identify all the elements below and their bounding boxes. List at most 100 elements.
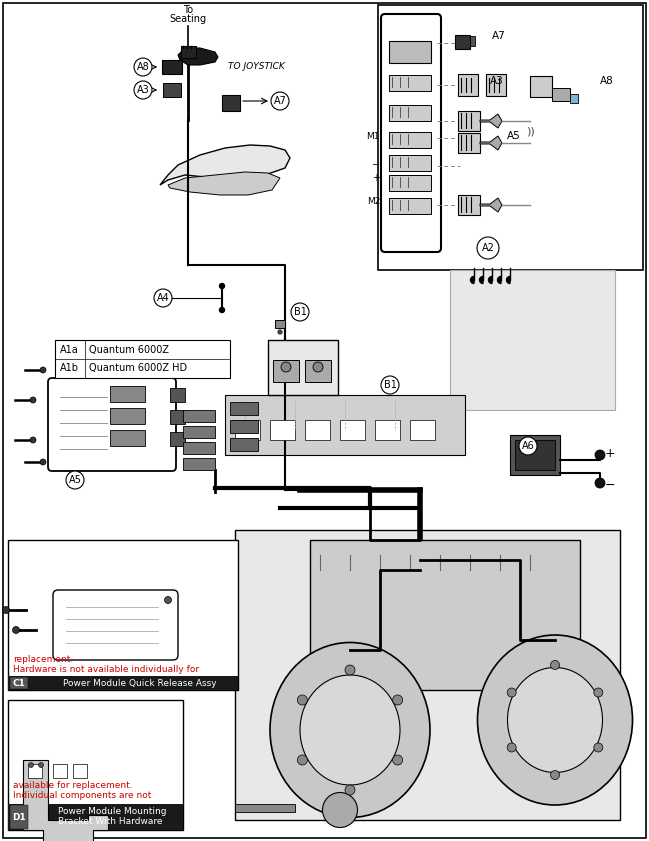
Wedge shape — [489, 277, 492, 283]
Bar — [458, 133, 480, 153]
Bar — [225, 395, 465, 455]
Bar — [73, 764, 87, 778]
Bar — [55, 340, 230, 378]
Bar — [183, 442, 215, 454]
Bar — [310, 540, 580, 690]
Text: A3: A3 — [490, 76, 504, 86]
Circle shape — [519, 437, 537, 455]
Text: replacement.: replacement. — [13, 654, 73, 664]
Circle shape — [38, 763, 43, 768]
Text: D1: D1 — [12, 812, 26, 822]
Text: M2: M2 — [367, 197, 380, 205]
Text: M1: M1 — [367, 131, 380, 140]
Ellipse shape — [508, 668, 602, 773]
Bar — [183, 458, 215, 470]
Polygon shape — [23, 760, 108, 841]
Polygon shape — [480, 136, 502, 150]
Bar — [8, 676, 238, 690]
Polygon shape — [160, 145, 290, 185]
Bar — [270, 420, 295, 440]
Wedge shape — [480, 277, 483, 283]
Circle shape — [29, 763, 34, 768]
Ellipse shape — [270, 643, 430, 817]
Bar — [235, 804, 295, 812]
Text: +: + — [605, 447, 616, 459]
Circle shape — [508, 743, 516, 752]
Text: Seating: Seating — [169, 14, 206, 24]
Circle shape — [313, 362, 323, 372]
Bar — [389, 175, 431, 191]
Text: Bracket With Hardware: Bracket With Hardware — [58, 817, 162, 827]
Bar — [170, 388, 185, 402]
Bar — [458, 111, 480, 131]
Text: available for replacement.: available for replacement. — [13, 780, 132, 790]
Bar — [389, 198, 431, 214]
Circle shape — [345, 785, 355, 795]
Circle shape — [278, 330, 282, 334]
Polygon shape — [178, 48, 218, 65]
Bar — [10, 677, 28, 689]
Circle shape — [393, 695, 402, 705]
Bar — [8, 540, 238, 690]
Polygon shape — [480, 198, 502, 212]
Bar — [458, 74, 478, 96]
Polygon shape — [168, 172, 280, 195]
Text: )): )) — [526, 126, 534, 136]
Circle shape — [594, 688, 603, 697]
Bar — [110, 408, 145, 424]
Bar — [552, 88, 570, 101]
Bar — [170, 410, 185, 424]
Circle shape — [40, 459, 46, 465]
Bar — [340, 420, 365, 440]
Circle shape — [154, 289, 172, 307]
Bar — [530, 76, 552, 97]
Bar — [458, 195, 480, 215]
Bar — [222, 95, 240, 111]
Polygon shape — [480, 114, 502, 128]
Circle shape — [3, 606, 10, 613]
Circle shape — [12, 627, 19, 633]
FancyBboxPatch shape — [48, 378, 176, 471]
Circle shape — [164, 596, 171, 604]
Circle shape — [281, 362, 291, 372]
FancyBboxPatch shape — [381, 14, 441, 252]
Text: B1: B1 — [293, 307, 306, 317]
Circle shape — [30, 437, 36, 443]
Circle shape — [595, 478, 605, 488]
Bar — [275, 320, 285, 328]
Bar — [515, 440, 555, 470]
Text: A5: A5 — [69, 475, 81, 485]
Bar — [389, 132, 431, 148]
Circle shape — [134, 81, 152, 99]
Bar — [389, 105, 431, 121]
Bar — [389, 75, 431, 91]
Wedge shape — [506, 277, 510, 283]
Bar — [230, 438, 258, 451]
Text: A4: A4 — [156, 293, 169, 303]
Circle shape — [134, 58, 152, 76]
Text: A8: A8 — [137, 62, 149, 72]
Bar — [170, 432, 185, 446]
Circle shape — [550, 660, 559, 669]
Bar — [470, 36, 475, 46]
Ellipse shape — [300, 675, 400, 785]
Ellipse shape — [323, 792, 358, 828]
Circle shape — [297, 755, 308, 765]
Bar — [235, 530, 620, 820]
Bar — [53, 764, 67, 778]
Bar — [389, 41, 431, 63]
Text: A6: A6 — [522, 441, 534, 451]
Text: Power Module Mounting: Power Module Mounting — [58, 807, 167, 816]
Text: A8: A8 — [600, 76, 614, 86]
Text: Power Module Quick Release Assy: Power Module Quick Release Assy — [63, 679, 217, 687]
Circle shape — [381, 376, 399, 394]
Bar — [8, 700, 183, 830]
Bar — [230, 402, 258, 415]
Ellipse shape — [478, 635, 633, 805]
Bar — [163, 83, 181, 97]
Bar — [410, 420, 435, 440]
Bar — [378, 5, 643, 270]
Text: TO JOYSTICK: TO JOYSTICK — [228, 61, 285, 71]
Text: −: − — [372, 160, 380, 170]
Text: A5: A5 — [507, 131, 520, 141]
